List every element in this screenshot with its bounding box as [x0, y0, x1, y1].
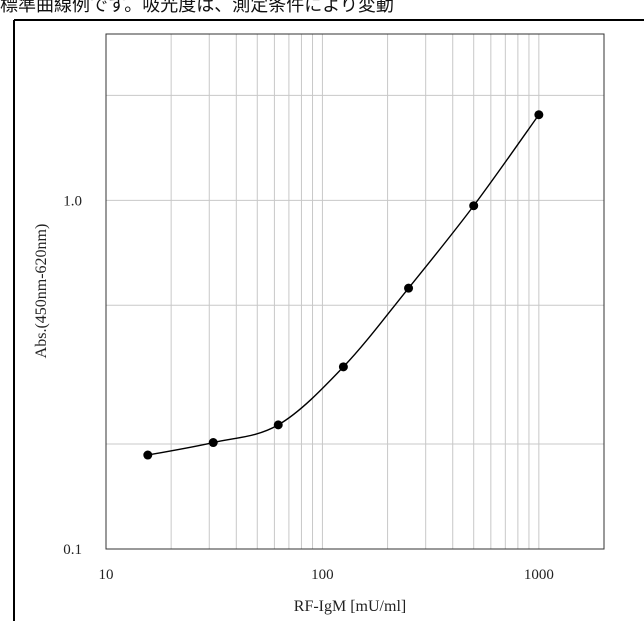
- y-axis-label: Abs.(450nm-620nm): [33, 224, 50, 359]
- series-line: [147, 114, 540, 456]
- data-point: [338, 362, 348, 372]
- data-point: [469, 201, 479, 211]
- x-tick-label: 1000: [524, 567, 554, 583]
- x-tick-label: 10: [99, 567, 114, 583]
- data-point: [534, 110, 544, 120]
- grid-lines: [106, 34, 604, 549]
- data-point: [404, 283, 414, 293]
- x-axis-label: RF-IgM [mU/ml]: [294, 598, 406, 615]
- tick-labels: 10 100 1000 0.1 1.0: [63, 193, 554, 583]
- figure-caption: 標準曲線例です。吸光度は、測定条件により変動: [0, 0, 394, 15]
- y-tick-label: 0.1: [63, 542, 82, 558]
- x-tick-label: 100: [311, 567, 334, 583]
- data-point: [208, 438, 218, 448]
- data-point: [273, 420, 283, 430]
- y-tick-label: 1.0: [63, 193, 82, 209]
- series-layer: [143, 110, 544, 460]
- plot-area-frame: [105, 33, 605, 550]
- data-point: [143, 450, 153, 460]
